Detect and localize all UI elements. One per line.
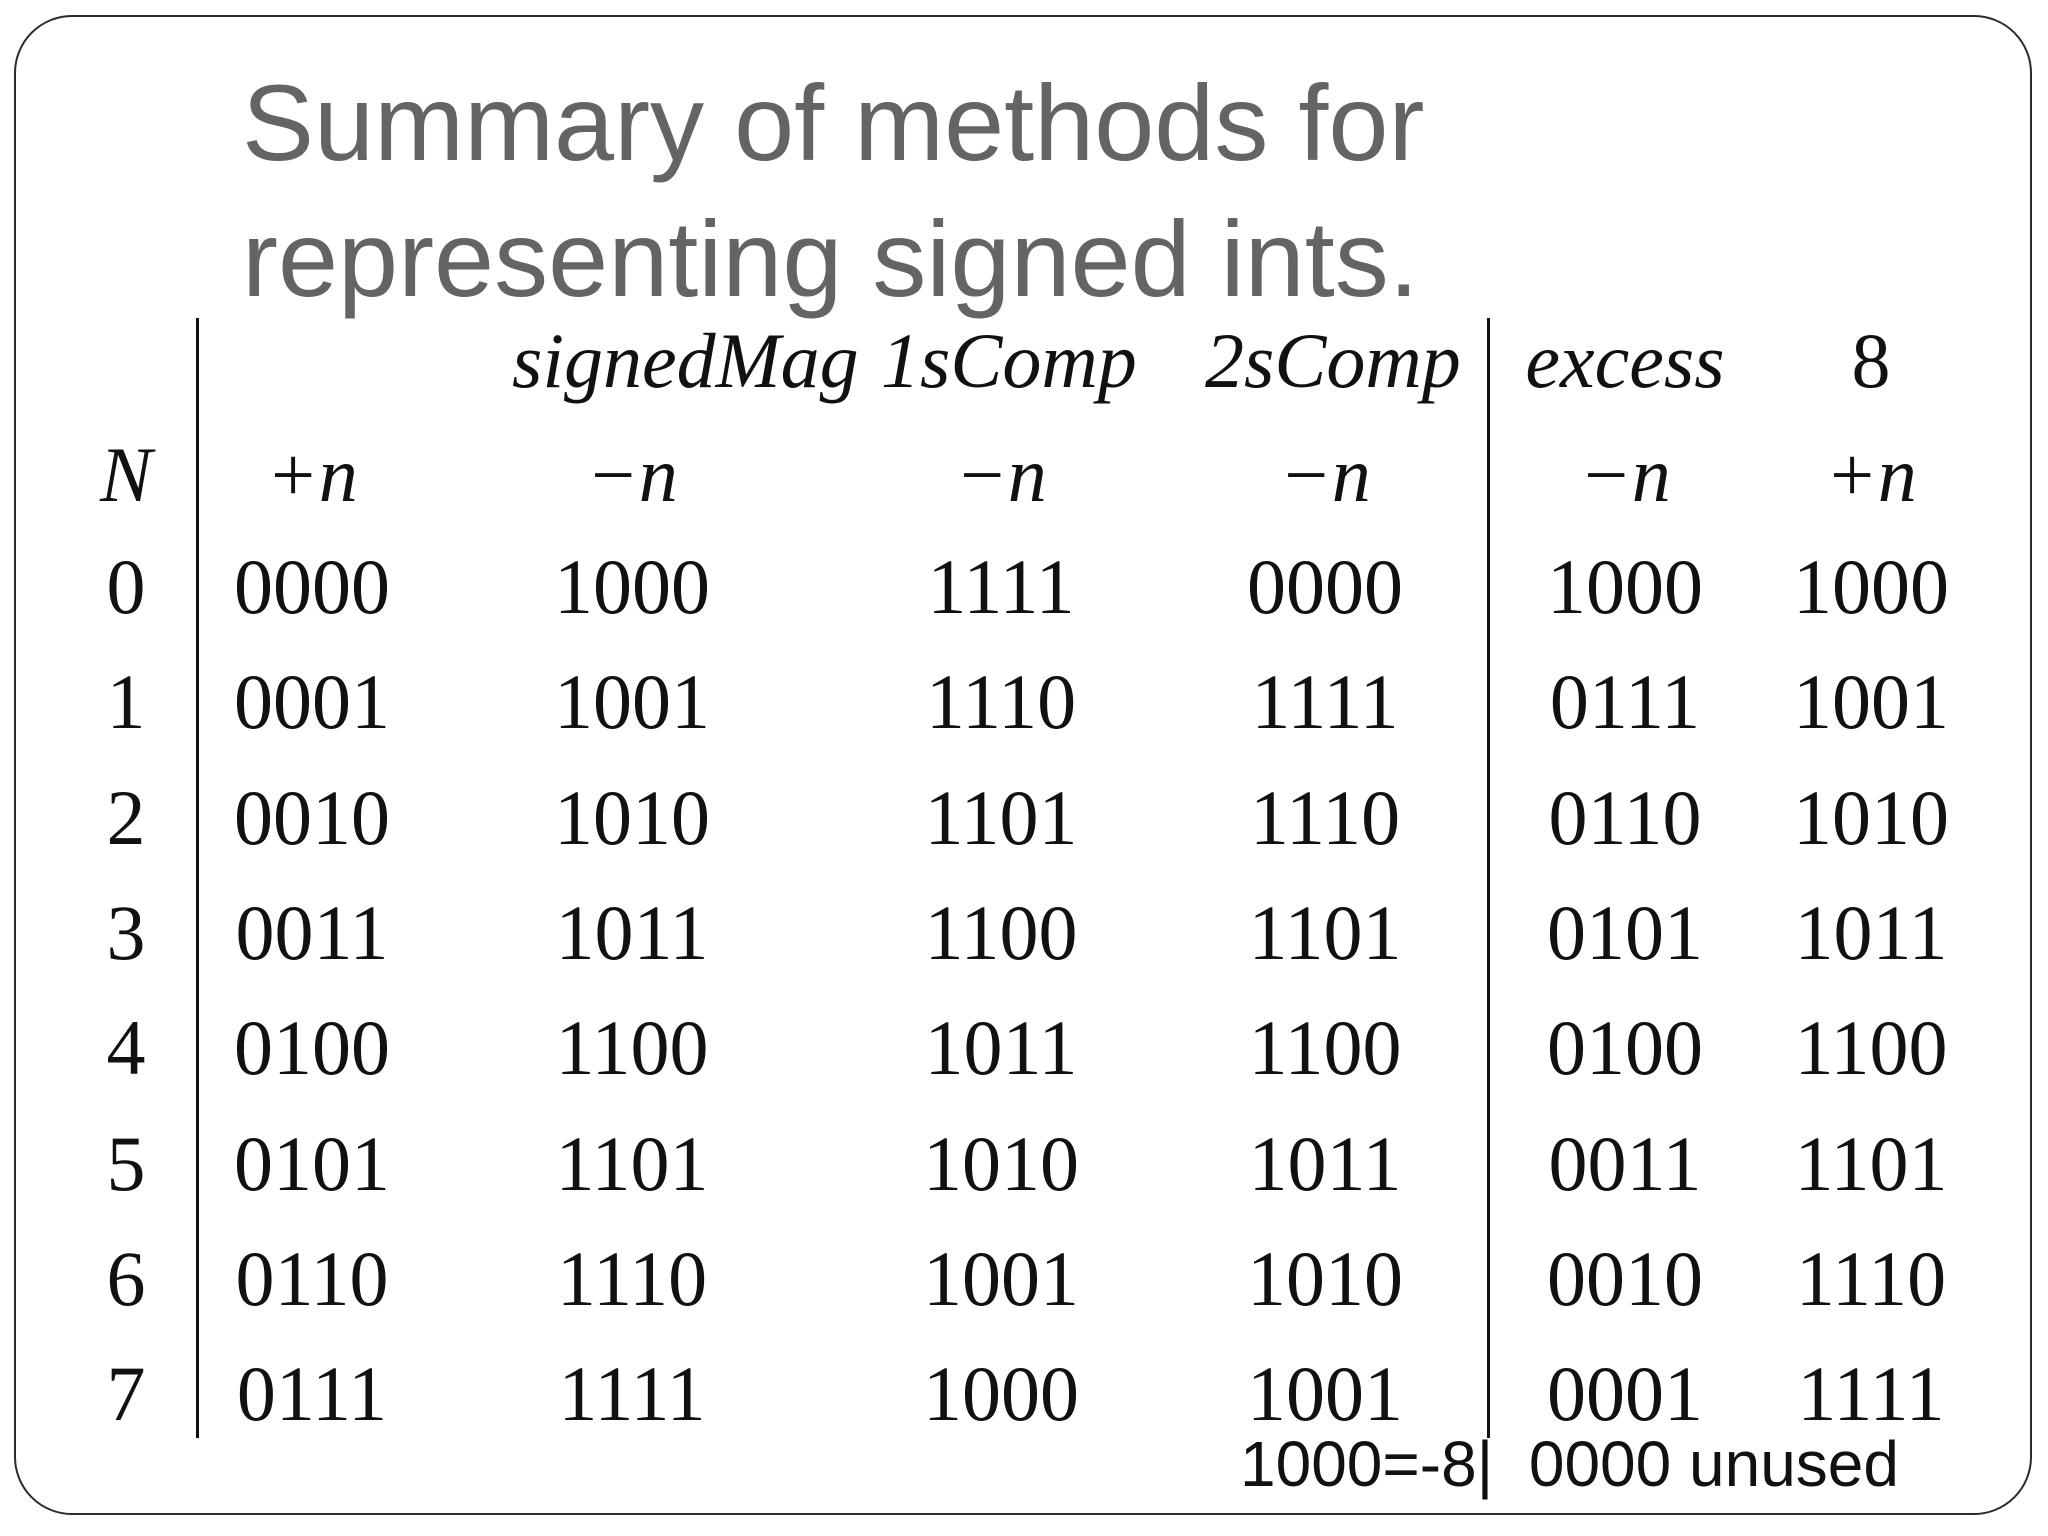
table-cell: 1001 [554,658,710,745]
table-cell: 0010 [1547,1235,1703,1322]
row-number-cell: 0 [106,543,146,630]
slide-frame: Summary of methods for representing sign… [14,15,2032,1515]
table-cell: 1010 [1247,1235,1403,1322]
table-cell: 0011 [1548,1120,1702,1207]
row-number-cell: 5 [106,1120,146,1207]
table-cell: 1011 [555,889,709,976]
title-line: representing signed ints. [242,198,1419,319]
group-header: 1sComp [881,317,1137,404]
footnote: 1000=-8| 0000 unused [1240,1428,1899,1500]
table-cell: 0010 [234,774,390,861]
table-cell: 0111 [236,1350,388,1437]
column-header: +n [1825,431,1917,518]
column-header: −n [955,431,1047,518]
title-line: Summary of methods for [242,62,1425,183]
group-header: 8 [1851,317,1891,404]
table-cell: 1000 [554,543,710,630]
table-cell: 0110 [235,1235,389,1322]
column-header: N [99,431,153,518]
table-cell: 1101 [555,1120,709,1207]
column-header: +n [266,431,358,518]
table-cell: 0101 [234,1120,390,1207]
column-header: −n [1579,431,1671,518]
table-cell: 0000 [1247,543,1403,630]
table-cell: 1011 [1248,1120,1402,1207]
slide-title: Summary of methods for representing sign… [242,55,1942,327]
table-cell: 1010 [554,774,710,861]
table-cell: 0001 [234,658,390,745]
row-number-cell: 4 [106,1004,146,1091]
table-cell: 1001 [1247,1350,1403,1437]
table-cell: 1001 [1793,658,1949,745]
table-cell: 1111 [927,543,1075,630]
table-cell: 1000 [1547,543,1703,630]
table-cell: 0100 [1547,1004,1703,1091]
table-cell: 1110 [1249,774,1401,861]
table-cell: 0000 [234,543,390,630]
table-cell: 1000 [1793,543,1949,630]
table-cell: 1100 [555,1004,709,1091]
table-cell: 1111 [1251,658,1399,745]
table-cell: 1011 [1794,889,1948,976]
column-header: −n [1279,431,1371,518]
table-cell: 1111 [558,1350,706,1437]
group-header: signedMag [512,317,859,404]
table-cell: 1100 [1794,1004,1948,1091]
table-cell: 0011 [235,889,389,976]
row-number-cell: 3 [106,889,146,976]
right-divider [1487,318,1490,1438]
left-divider [196,318,199,1438]
table-cell: 1011 [924,1004,1078,1091]
table-cell: 1001 [923,1235,1079,1322]
table-cell: 1000 [923,1350,1079,1437]
table-cell: 1010 [923,1120,1079,1207]
row-number-cell: 7 [106,1350,146,1437]
table-cell: 0100 [234,1004,390,1091]
table-cell: 1101 [924,774,1078,861]
table-cell: 0101 [1547,889,1703,976]
table-cell: 1101 [1248,889,1402,976]
row-number-cell: 2 [106,774,146,861]
table-cell: 1100 [1248,1004,1402,1091]
row-number-cell: 1 [106,658,146,745]
table-cell: 0001 [1547,1350,1703,1437]
table-cell: 1111 [1797,1350,1945,1437]
table-cell: 1110 [1795,1235,1947,1322]
row-number-cell: 6 [106,1235,146,1322]
table-cell: 1101 [1794,1120,1948,1207]
table-cell: 1110 [925,658,1077,745]
table-cell: 0111 [1549,658,1701,745]
column-header: −n [586,431,678,518]
table-cell: 0110 [1548,774,1702,861]
table-cell: 1100 [924,889,1078,976]
group-header: excess [1525,317,1725,404]
table-cell: 1010 [1793,774,1949,861]
table-cell: 1110 [556,1235,708,1322]
group-header: 2sComp [1205,317,1461,404]
